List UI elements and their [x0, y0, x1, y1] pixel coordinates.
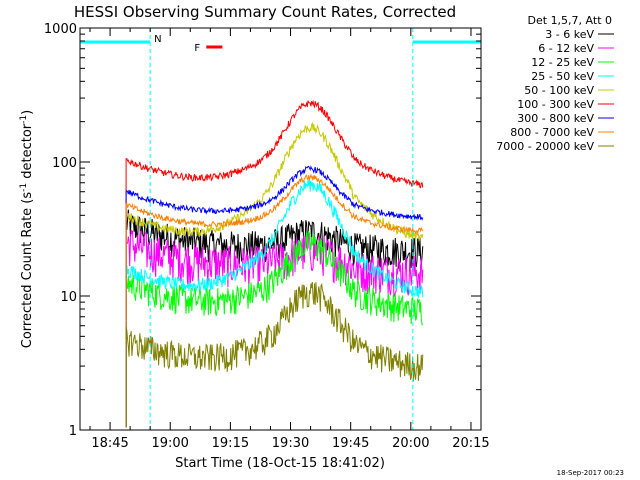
legend-entry-label: 6 - 12 keV — [538, 42, 594, 55]
x-tick-label: 20:15 — [452, 436, 489, 451]
y-axis-label-main: Corrected Count Rate (s — [20, 192, 35, 349]
legend-entry-label: 300 - 800 keV — [517, 112, 594, 125]
y-axis-label-sup2: -1 — [19, 115, 29, 124]
plot-frame — [79, 27, 482, 431]
series-layer — [125, 99, 424, 428]
y-axis-label-end: ) — [20, 110, 35, 115]
series-line — [125, 177, 424, 428]
y-tick-label: 1 — [69, 424, 77, 439]
chart-title: HESSI Observing Summary Count Rates, Cor… — [74, 3, 456, 21]
y-tick-label: 1000 — [44, 22, 77, 37]
legend-entry-label: 25 - 50 keV — [531, 70, 594, 83]
x-tick-label: 19:30 — [272, 436, 309, 451]
y-tick-label: 10 — [60, 290, 77, 305]
x-axis: 18:45 19:00 19:15 19:30 19:45 20:00 20:15 — [89, 28, 490, 451]
legend-entry-label: 100 - 300 keV — [517, 98, 594, 111]
series-line — [125, 121, 424, 428]
x-axis-label: Start Time (18-Oct-15 18:41:02) — [175, 456, 385, 471]
x-tick-label: 18:45 — [91, 436, 128, 451]
x-tick-label: 19:15 — [212, 436, 249, 451]
y-axis-label: Corrected Count Rate (s-1 detector-1) — [19, 110, 35, 348]
x-tick-label: 19:45 — [332, 436, 369, 451]
series-line — [125, 230, 424, 428]
legend-title: Det 1,5,7, Att 0 — [528, 14, 612, 27]
night-label: N — [154, 34, 161, 45]
y-tick-label: 100 — [52, 156, 77, 171]
legend-entry-label: 7000 - 20000 keV — [496, 140, 594, 153]
flare-label: F — [194, 43, 200, 54]
legend-entry-label: 12 - 25 keV — [531, 56, 594, 69]
y-axis: 1 10 100 1000 — [44, 22, 481, 439]
x-tick-label: 19:00 — [151, 436, 188, 451]
legend-entry-label: 50 - 100 keV — [524, 84, 594, 97]
y-axis-label-mid: detector — [20, 123, 35, 183]
series-line — [125, 281, 424, 428]
series-line — [125, 165, 424, 428]
x-tick-label: 20:00 — [392, 436, 429, 451]
legend-entry-label: 800 - 7000 keV — [510, 126, 594, 139]
legend-entry-label: 3 - 6 keV — [545, 28, 594, 41]
series-line — [125, 173, 424, 428]
y-axis-label-sup1: -1 — [19, 183, 29, 192]
footer-timestamp: 18-Sep-2017 00:23 — [557, 469, 624, 477]
series-line — [125, 99, 424, 428]
